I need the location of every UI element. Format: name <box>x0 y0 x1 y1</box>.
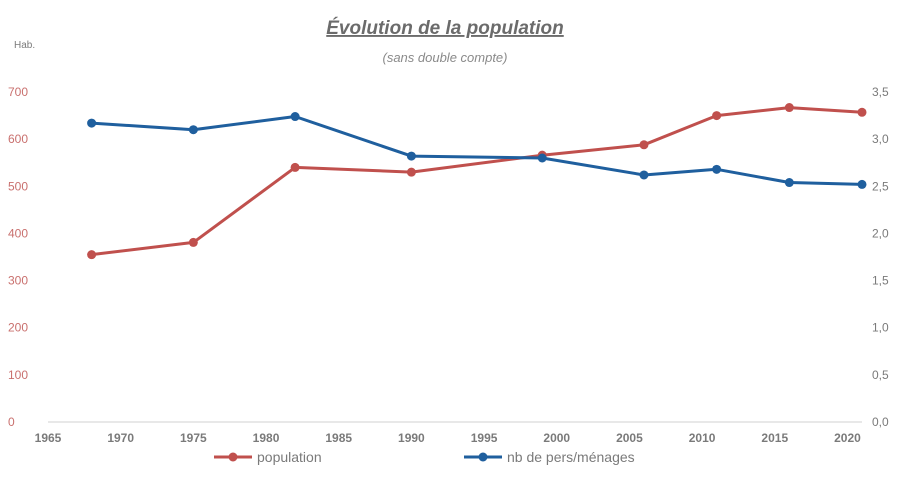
y-left-tick-label: 400 <box>8 226 28 240</box>
ticks-layer: 0 100 200 300 400 500 600 700 0,0 0,5 1,0 1,5 2,0 2,5… <box>8 85 889 445</box>
legend-marker <box>478 452 488 462</box>
data-point <box>537 153 547 163</box>
legend-label: population <box>257 449 322 465</box>
data-point <box>290 162 300 172</box>
data-point <box>188 237 198 247</box>
x-tick-label: 2005 <box>616 431 643 445</box>
x-tick-label: 1995 <box>471 431 498 445</box>
data-point <box>784 103 794 113</box>
legend: population nb de pers/ménages <box>214 449 635 465</box>
y-left-tick-label: 300 <box>8 274 28 288</box>
y-left-tick-label: 500 <box>8 179 28 193</box>
y-right-tick-label: 2,0 <box>872 226 889 240</box>
chart-title: Évolution de la population <box>326 17 564 39</box>
x-tick-label: 2020 <box>834 431 861 445</box>
y-left-tick-label: 200 <box>8 321 28 335</box>
x-tick-label: 2000 <box>543 431 570 445</box>
chart-subtitle: (sans double compte) <box>382 50 507 65</box>
y-right-tick-label: 0,5 <box>872 368 889 382</box>
y-right-tick-label: 3,0 <box>872 132 889 146</box>
data-point <box>639 170 649 180</box>
y-right-tick-label: 0,0 <box>872 415 889 429</box>
data-point <box>784 178 794 188</box>
y-right-tick-label: 2,5 <box>872 179 889 193</box>
series-layer <box>87 103 867 260</box>
data-point <box>87 250 97 260</box>
data-point <box>857 107 867 117</box>
y-right-tick-label: 1,0 <box>872 321 889 335</box>
data-point <box>406 151 416 161</box>
x-tick-label: 1980 <box>253 431 280 445</box>
x-tick-label: 1970 <box>107 431 134 445</box>
data-point <box>712 111 722 121</box>
y-left-tick-label: 600 <box>8 132 28 146</box>
data-point <box>639 140 649 150</box>
x-tick-label: 1985 <box>325 431 352 445</box>
y-right-tick-label: 3,5 <box>872 85 889 99</box>
series-line-population <box>91 106 863 257</box>
data-point <box>188 125 198 135</box>
legend-label: nb de pers/ménages <box>507 449 635 465</box>
x-tick-label: 2015 <box>761 431 788 445</box>
y-left-unit-label: Hab. <box>14 40 35 51</box>
legend-marker <box>228 452 238 462</box>
data-point <box>857 179 867 189</box>
y-left-tick-label: 0 <box>8 415 15 429</box>
y-left-tick-label: 700 <box>8 85 28 99</box>
x-tick-label: 1975 <box>180 431 207 445</box>
data-point <box>290 112 300 122</box>
x-tick-label: 2010 <box>689 431 716 445</box>
y-right-tick-label: 1,5 <box>872 274 889 288</box>
data-point <box>87 118 97 128</box>
x-tick-label: 1990 <box>398 431 425 445</box>
series-line-pers-menages <box>91 115 863 186</box>
x-tick-label: 1965 <box>35 431 62 445</box>
data-point <box>406 167 416 177</box>
y-left-tick-label: 100 <box>8 368 28 382</box>
data-point <box>712 164 722 174</box>
